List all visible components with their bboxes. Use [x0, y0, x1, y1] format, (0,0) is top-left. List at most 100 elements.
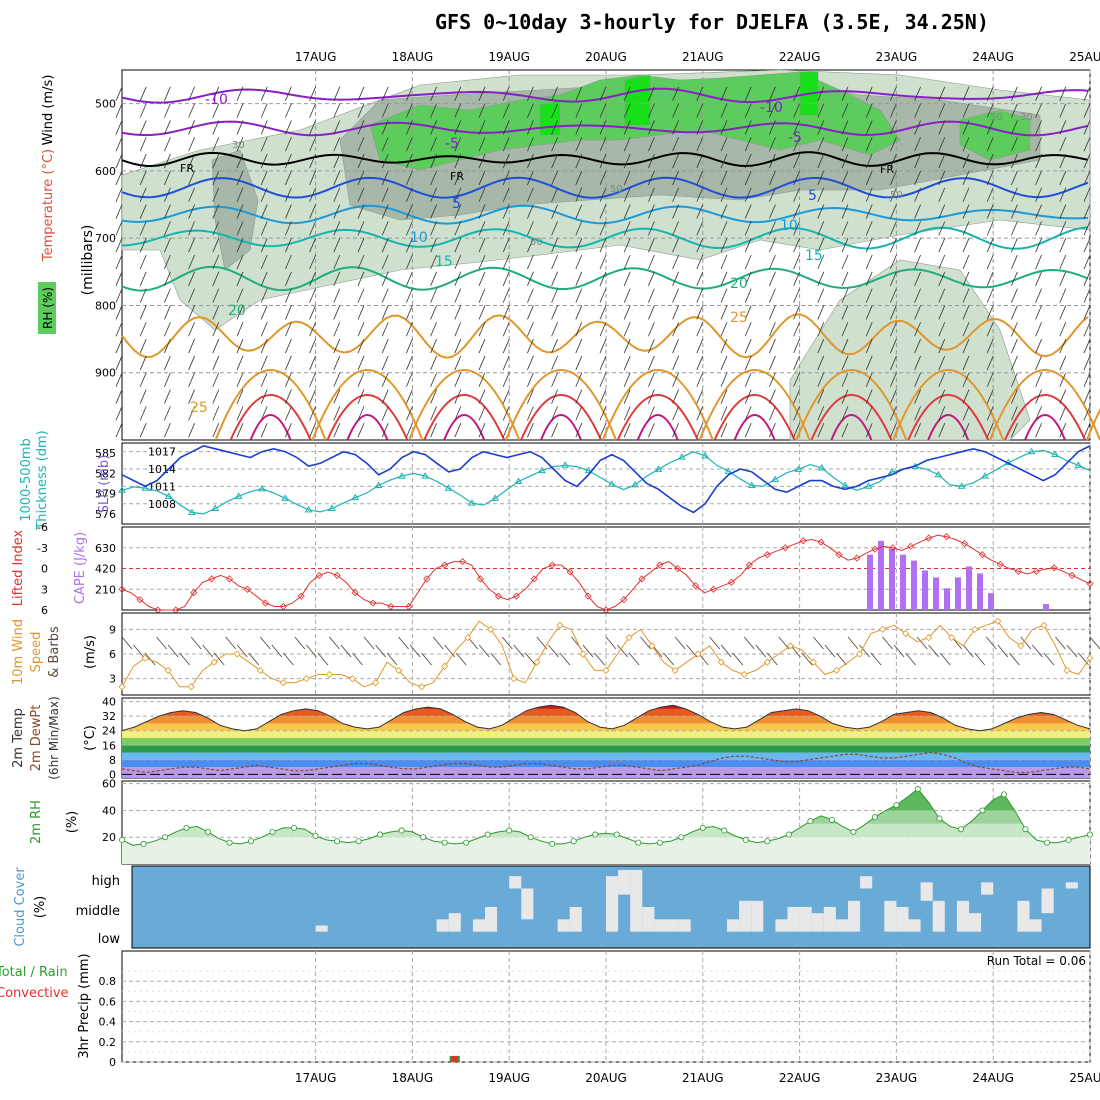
wind-barb — [236, 103, 244, 118]
wind-barb — [139, 271, 147, 286]
wind-barb-10m — [1043, 652, 1055, 666]
cloud-cover-bar — [1029, 919, 1042, 932]
wind-barb-10m — [640, 636, 651, 650]
wind-barb — [406, 322, 413, 337]
wind-barb — [744, 221, 752, 236]
rh-2m-marker — [635, 839, 642, 846]
li-tick-label: -6 — [37, 521, 48, 534]
lifted-index-marker — [243, 585, 252, 593]
wind-barb — [720, 238, 728, 253]
wind-barb — [527, 338, 534, 354]
temp-band — [122, 738, 1090, 746]
wind-barb — [139, 288, 147, 303]
wind-barb — [502, 170, 510, 186]
wind-barb — [720, 372, 728, 387]
wind-barb — [793, 372, 800, 387]
wind-barb — [212, 372, 220, 387]
wind-barb — [648, 204, 655, 219]
rh-2m-marker — [613, 831, 620, 838]
wind-barb — [454, 120, 462, 135]
wind-barb-10m — [836, 652, 847, 666]
wind-barb — [333, 271, 341, 286]
wind-barb — [817, 372, 825, 387]
wind-barb — [260, 338, 268, 354]
wind-barb — [139, 406, 147, 421]
wind-speed-marker — [740, 670, 748, 679]
wind-barb — [527, 86, 534, 101]
rh-2m-marker — [914, 786, 921, 793]
wind-barb — [357, 221, 365, 236]
wind-barb — [938, 137, 946, 152]
freezing-level — [121, 151, 1089, 168]
wind-barb — [212, 288, 220, 303]
wind-barb — [236, 153, 244, 169]
wind-barb — [1011, 372, 1018, 387]
wind-barb — [769, 187, 776, 202]
wind-barb — [454, 221, 462, 236]
wind-barb — [841, 372, 849, 387]
wind-barb — [285, 120, 292, 135]
wind-barb — [817, 355, 825, 371]
wind-barb — [285, 137, 292, 152]
cloud-cover-bar — [848, 900, 861, 932]
wind-barb — [527, 170, 534, 186]
warm-arc — [326, 394, 409, 441]
wind-barb — [381, 305, 389, 320]
wind-barb — [841, 406, 849, 421]
warm-arc — [229, 394, 312, 441]
wind-barb-10m — [1066, 644, 1078, 658]
temp-contour-20 — [121, 265, 1089, 292]
wind-barb — [672, 153, 679, 169]
wind-barb — [502, 338, 510, 354]
wind-barb-10m — [824, 644, 836, 658]
lifted-index-line — [121, 534, 1091, 611]
wind-barb — [1083, 120, 1091, 135]
rh-contour-label: 50 — [890, 190, 903, 201]
wind-barb — [817, 86, 825, 101]
rh-2m-marker — [463, 839, 470, 846]
wind-barb — [381, 153, 389, 169]
wind-barb — [164, 406, 171, 421]
wind-barb — [333, 238, 341, 253]
wind-barb — [817, 305, 825, 320]
rh-contour-label: 50 — [610, 184, 623, 195]
wind-barb — [188, 355, 195, 371]
wind-barb — [1035, 120, 1042, 135]
wind-barb — [986, 305, 994, 320]
wind-barb — [430, 204, 437, 219]
lifted-index-marker — [118, 585, 126, 593]
wind-barb — [212, 187, 220, 202]
wind-barb — [769, 389, 776, 404]
wind-barb — [188, 423, 195, 438]
wind-barb — [285, 338, 292, 354]
wind-barb — [478, 254, 486, 270]
wind-barb — [478, 271, 486, 286]
wind-barb — [212, 120, 220, 135]
wind-barb — [720, 389, 728, 404]
wind-barb — [115, 288, 123, 303]
wind-barb — [236, 187, 244, 202]
y-tick-label: 24 — [102, 725, 116, 738]
wind-barb — [406, 355, 413, 371]
wind-barb — [744, 355, 752, 371]
wind-barb — [1011, 238, 1018, 253]
wind-barb — [575, 170, 583, 186]
wind-speed-marker — [233, 650, 241, 658]
wind-barb — [309, 103, 316, 118]
wind-barb — [817, 254, 825, 270]
wind-barb — [696, 187, 704, 202]
wind-barb — [623, 120, 631, 135]
wind-barb — [720, 120, 728, 135]
wind-barb — [309, 305, 316, 320]
wind-barb — [188, 153, 195, 169]
cloud-cover-bar — [606, 876, 619, 932]
wind-barb — [1059, 423, 1067, 438]
wind-barb — [962, 406, 970, 421]
date-label-bottom: 18AUG — [392, 1071, 434, 1085]
wind-barb — [1083, 238, 1091, 253]
wind-barb — [938, 423, 946, 438]
wind-barb — [575, 355, 583, 371]
wind-barb — [914, 238, 921, 253]
wind-barb — [551, 238, 558, 253]
wind-barb — [696, 254, 704, 270]
